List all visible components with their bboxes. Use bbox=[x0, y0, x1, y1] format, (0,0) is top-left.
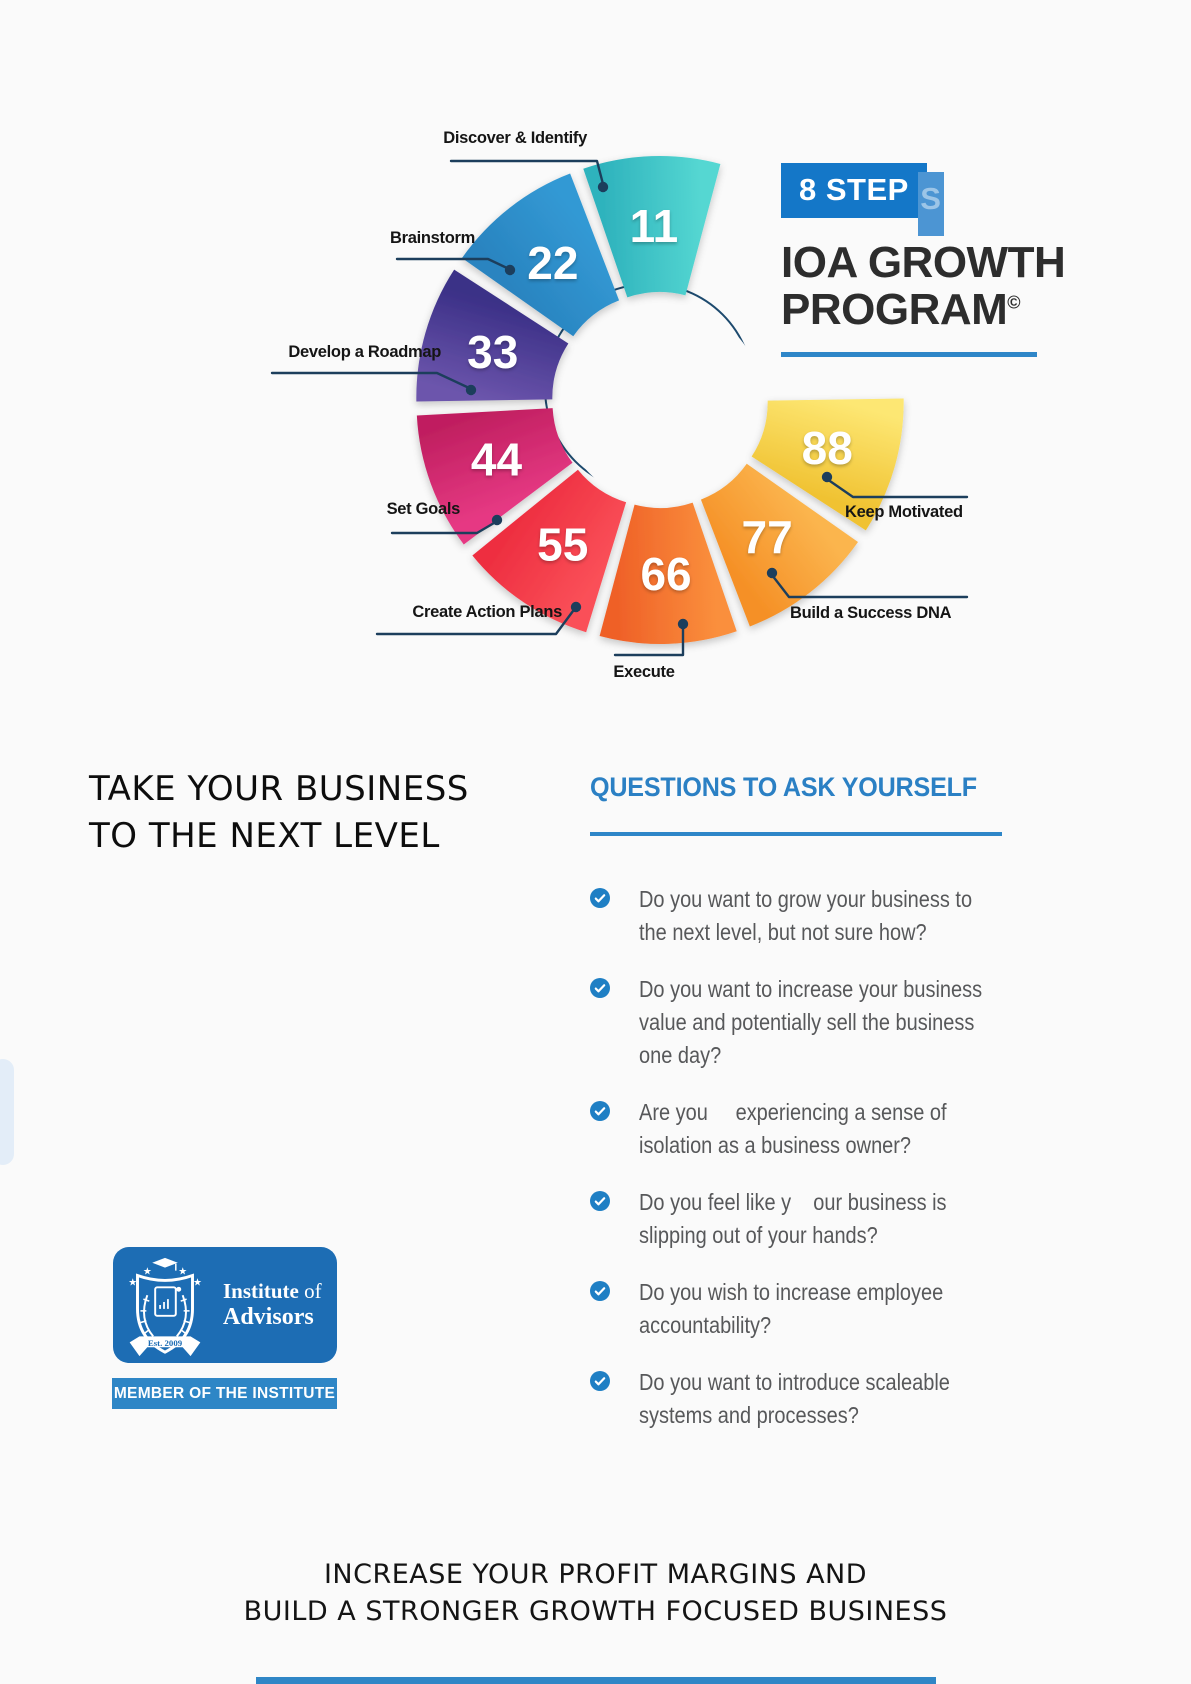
label-connector bbox=[395, 257, 509, 270]
questions-underline bbox=[590, 832, 1002, 836]
segment-number: 77 bbox=[742, 511, 793, 563]
step-badge: S 8 STEP bbox=[781, 163, 944, 236]
connector-dot bbox=[465, 384, 477, 396]
question-text: Are you experiencing a sense of isolatio… bbox=[639, 1099, 947, 1158]
label-connector bbox=[270, 371, 469, 389]
question-item: Are you experiencing a sense of isolatio… bbox=[590, 1096, 1070, 1162]
star-icon: ★ bbox=[178, 1267, 187, 1278]
donut-segment-create-action-plans bbox=[472, 469, 627, 633]
question-item: Do you want to grow your business to the… bbox=[590, 883, 1070, 949]
institute-logo: ★ ★ ★ ★ Est. 2009 Institute of Advisors bbox=[113, 1247, 337, 1363]
connector-dot bbox=[504, 264, 516, 276]
check-icon bbox=[590, 888, 610, 908]
label-connector bbox=[825, 477, 969, 499]
donut-segment-discover-identify bbox=[583, 156, 721, 298]
donut-hole bbox=[561, 302, 763, 504]
connector-dot bbox=[766, 567, 778, 579]
logo-org-line2: Advisors bbox=[223, 1303, 314, 1330]
question-item: Do you want to increase your business va… bbox=[590, 973, 1070, 1072]
copyright-mark: © bbox=[1007, 291, 1021, 312]
check-icon bbox=[590, 978, 610, 998]
donut-segment-build-a-success-dna bbox=[700, 463, 859, 627]
segment-label: Keep Motivated bbox=[845, 503, 963, 521]
questions-heading: QUESTIONS TO ASK YOURSELF bbox=[590, 772, 977, 802]
star-icon: ★ bbox=[143, 1267, 152, 1278]
member-bar: MEMBER OF THE INSTITUTE bbox=[112, 1378, 337, 1409]
question-item: Do you feel like y our business is slipp… bbox=[590, 1186, 1070, 1252]
question-item: Do you want to introduce scaleable syste… bbox=[590, 1366, 1070, 1432]
questions-section: QUESTIONS TO ASK YOURSELF Do you want to… bbox=[590, 772, 1070, 1432]
segment-label: Execute bbox=[613, 663, 674, 681]
label-connector bbox=[613, 624, 685, 657]
connector-dot bbox=[597, 181, 609, 193]
footer-line1: INCREASE YOUR PROFIT MARGINS AND bbox=[323, 1559, 868, 1590]
program-title-line2: PROGRAM© bbox=[781, 284, 1021, 334]
question-text: Do you feel like y our business is slipp… bbox=[639, 1189, 947, 1248]
ribbon-banner bbox=[129, 1336, 201, 1357]
title-block: S 8 STEP IOA GROWTH PROGRAM© bbox=[781, 163, 1066, 358]
bottom-accent-bar bbox=[255, 1677, 936, 1684]
segment-number: 44 bbox=[471, 434, 523, 486]
logo-org-rest: of bbox=[298, 1278, 322, 1303]
laurel-branch bbox=[176, 1294, 187, 1338]
check-icon bbox=[590, 1371, 610, 1391]
segment-label: Develop a Roadmap bbox=[288, 343, 441, 361]
star-icon: ★ bbox=[193, 1277, 202, 1288]
segment-number: 11 bbox=[630, 200, 679, 252]
donut-segment-execute bbox=[599, 502, 737, 644]
star-icon: ★ bbox=[128, 1277, 137, 1288]
program-title: IOA GROWTH PROGRAM© bbox=[781, 238, 1066, 334]
shield-outline bbox=[136, 1273, 194, 1354]
check-icon bbox=[590, 1101, 610, 1121]
segment-label: Set Goals bbox=[387, 500, 461, 518]
segment-number: 55 bbox=[537, 518, 588, 570]
donut-segment-set-goals bbox=[416, 408, 573, 545]
program-title-line1: IOA GROWTH bbox=[781, 238, 1066, 287]
question-item: Do you wish to increase employee account… bbox=[590, 1276, 1070, 1342]
graduation-cap-icon bbox=[152, 1257, 178, 1268]
footer-line2: BUILD A STRONGER GROWTH FOCUSED BUSINESS bbox=[243, 1596, 948, 1627]
segment-label: Build a Success DNA bbox=[790, 604, 952, 622]
badge-label: 8 STEP bbox=[799, 172, 909, 207]
donut-segment-develop-a-roadmap bbox=[416, 269, 569, 402]
section-heading-take-your-business: TAKE YOUR BUSINESS TO THE NEXT LEVEL bbox=[89, 769, 469, 856]
segment-number: 22 bbox=[527, 237, 578, 289]
segment-number: 88 bbox=[802, 422, 853, 474]
footer-text: INCREASE YOUR PROFIT MARGINS AND BUILD A… bbox=[0, 1556, 1191, 1630]
established-label: Est. 2009 bbox=[148, 1338, 183, 1348]
laurel-branch bbox=[143, 1294, 154, 1338]
question-text: Do you want to grow your business to the… bbox=[639, 886, 973, 945]
label-connector bbox=[770, 573, 969, 599]
document-icon bbox=[154, 1286, 177, 1317]
segment-label: Brainstorm bbox=[390, 229, 475, 247]
question-text: Do you want to increase your business va… bbox=[639, 976, 983, 1068]
check-icon bbox=[590, 1191, 610, 1211]
label-connector bbox=[390, 521, 496, 535]
question-text: Do you want to introduce scaleable syste… bbox=[639, 1369, 950, 1428]
segment-number: 33 bbox=[467, 326, 518, 378]
label-connector bbox=[449, 159, 605, 186]
segment-number: 66 bbox=[640, 548, 691, 600]
label-connector bbox=[375, 609, 575, 636]
logo-org-bold: Institute bbox=[223, 1278, 299, 1303]
segment-label: Discover & Identify bbox=[443, 129, 588, 147]
title-underline bbox=[781, 352, 1037, 358]
shield-emblem: ★ ★ ★ ★ Est. 2009 bbox=[128, 1257, 202, 1357]
bar-chart-icon bbox=[159, 1299, 169, 1309]
connector-dot bbox=[491, 514, 503, 526]
connector-dot bbox=[677, 618, 689, 630]
badge-shadow-letter: S bbox=[917, 172, 944, 236]
connector-dot bbox=[570, 601, 582, 613]
question-text: Do you wish to increase employee account… bbox=[639, 1279, 944, 1338]
questions-list: Do you want to grow your business to the… bbox=[590, 883, 1070, 1432]
donut-segment-brainstorm bbox=[461, 173, 620, 337]
institute-logo-text: Institute of Advisors bbox=[223, 1280, 322, 1330]
connector-dot bbox=[821, 471, 833, 483]
segment-label: Create Action Plans bbox=[412, 603, 562, 621]
check-icon bbox=[590, 1281, 610, 1301]
left-edge-decoration bbox=[0, 1059, 14, 1165]
